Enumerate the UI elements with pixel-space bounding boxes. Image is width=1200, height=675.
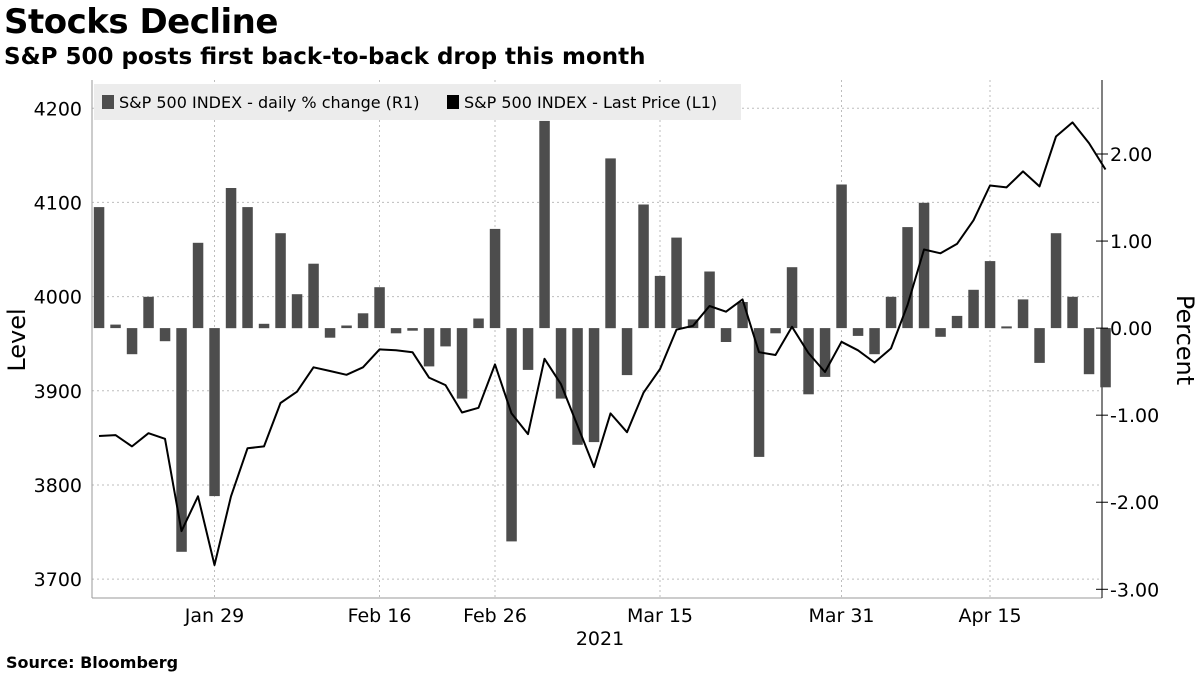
daily-change-bar [737, 302, 748, 329]
daily-change-bar [704, 271, 715, 329]
daily-change-bar [753, 328, 765, 457]
daily-change-bar [275, 233, 286, 329]
daily-change-bar [1050, 233, 1062, 329]
daily-change-bar [258, 323, 270, 329]
daily-change-bar [902, 227, 913, 329]
daily-change-bar [654, 275, 666, 329]
left-tick-label: 4100 [34, 192, 82, 214]
daily-change-bar [192, 242, 204, 329]
daily-change-bar [588, 328, 600, 443]
daily-change-bar [209, 328, 220, 497]
daily-change-bar [473, 318, 484, 329]
daily-change-bar [671, 237, 682, 329]
daily-change-bar [984, 261, 996, 329]
right-tick-label: 2.00 [1110, 144, 1152, 166]
daily-change-bar [93, 207, 105, 329]
daily-change-bar [555, 328, 567, 399]
daily-change-bar [968, 289, 979, 329]
right-tick-label: 1.00 [1110, 231, 1152, 253]
daily-change-bar [522, 328, 534, 370]
chart-title: Stocks Decline [4, 2, 278, 42]
daily-change-bar [770, 328, 781, 334]
left-axis-title: Level [3, 308, 31, 371]
x-tick-label: Feb 16 [348, 605, 412, 627]
daily-change-bar [308, 263, 319, 329]
x-tick-label: Mar 15 [627, 605, 693, 627]
daily-change-bar [572, 328, 583, 445]
daily-change-bar [605, 158, 616, 329]
daily-change-bar [407, 328, 418, 331]
daily-change-bar [918, 202, 930, 329]
daily-change-bar [390, 328, 402, 334]
left-tick-label: 4000 [34, 287, 82, 309]
daily-change-bar [126, 328, 138, 355]
daily-change-bar [225, 188, 237, 329]
legend-label-line: S&P 500 INDEX - Last Price (L1) [464, 93, 717, 112]
daily-change-bar [836, 184, 847, 329]
daily-change-bar [720, 328, 732, 342]
daily-change-bar [951, 315, 963, 329]
daily-change-bar [1017, 299, 1029, 329]
x-tick-label: Feb 26 [463, 605, 527, 627]
daily-change-bar [324, 328, 336, 338]
daily-change-bar [819, 328, 831, 377]
chart-subtitle: S&P 500 posts first back-to-back drop th… [4, 44, 646, 70]
daily-change-bar [291, 294, 303, 329]
left-tick-label: 3900 [34, 381, 82, 403]
daily-change-bar [456, 328, 468, 399]
daily-change-bar [110, 324, 121, 329]
daily-change-bar [786, 267, 798, 329]
right-tick-label: -1.00 [1110, 405, 1159, 427]
daily-change-bar [1100, 328, 1111, 388]
daily-change-bar [869, 328, 880, 355]
x-tick-label: Jan 29 [184, 605, 245, 627]
left-tick-label: 3700 [34, 569, 82, 591]
right-axis-title: Percent [1171, 295, 1199, 385]
daily-change-bar [242, 207, 253, 329]
daily-change-bar [638, 204, 649, 329]
legend-box [94, 84, 741, 120]
daily-change-bar [803, 328, 814, 395]
legend-swatch-line [447, 95, 459, 109]
daily-change-bar [143, 296, 154, 329]
daily-change-bar [440, 328, 451, 347]
left-tick-label: 3800 [34, 475, 82, 497]
legend-swatch-bar [102, 95, 114, 109]
source-note: Source: Bloomberg [6, 653, 179, 672]
daily-change-bar [687, 319, 699, 329]
daily-change-bar [1067, 296, 1078, 329]
daily-change-bar [506, 328, 517, 542]
daily-change-bar [341, 325, 352, 329]
right-tick-label: -2.00 [1110, 492, 1159, 514]
left-tick-label: 4200 [34, 98, 82, 120]
daily-change-bar [1083, 328, 1095, 375]
right-tick-label: 0.00 [1110, 318, 1152, 340]
daily-change-bar [885, 296, 897, 329]
daily-change-bar [852, 328, 864, 336]
daily-change-bar [1034, 328, 1045, 363]
daily-change-bar [176, 328, 187, 552]
daily-change-bar [935, 328, 946, 337]
x-tick-label: Apr 15 [958, 605, 1021, 627]
legend-label-bar: S&P 500 INDEX - daily % change (R1) [119, 93, 419, 112]
daily-change-bar [539, 120, 550, 329]
daily-change-bar [1001, 326, 1012, 329]
daily-change-bar [489, 228, 501, 329]
daily-change-bar [423, 328, 435, 367]
x-axis-year-label: 2021 [576, 628, 624, 650]
daily-change-bar [621, 328, 633, 376]
daily-change-bar [159, 328, 171, 342]
daily-change-bar [357, 313, 369, 329]
right-tick-label: -3.00 [1110, 579, 1159, 601]
daily-change-bar [374, 287, 385, 329]
last-price-line [98, 121, 1107, 566]
x-tick-label: Mar 31 [808, 605, 874, 627]
